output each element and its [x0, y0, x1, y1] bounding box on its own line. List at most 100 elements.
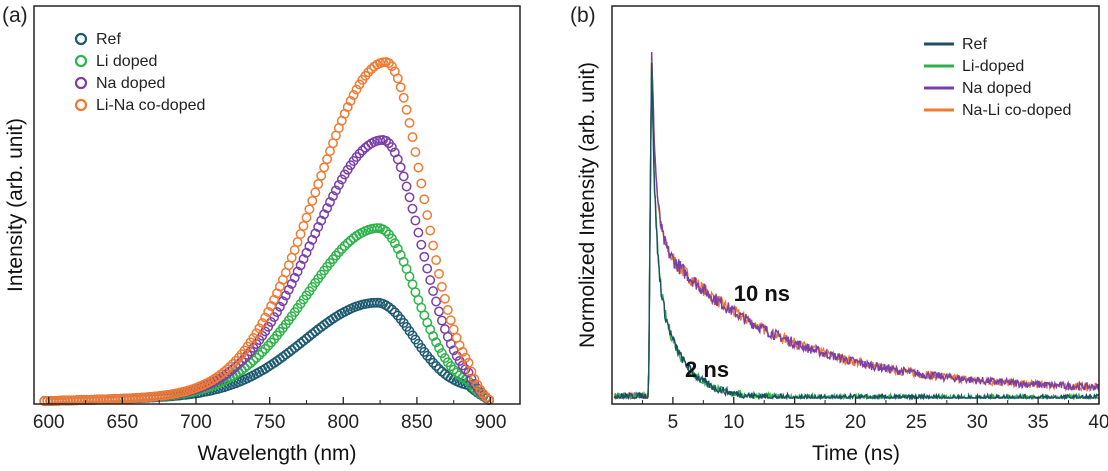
panel-a-point	[386, 304, 397, 315]
panel-a-point	[383, 302, 394, 313]
panel-a-point	[389, 307, 400, 318]
panel-a-point	[389, 238, 400, 249]
panel-a-xtick-label: 750	[254, 412, 286, 433]
panel-b-xtick-label: 25	[906, 412, 927, 433]
panel-a-point	[434, 268, 444, 279]
panel-a-point	[363, 67, 374, 78]
panel-a-point	[404, 192, 415, 203]
panel-a-ylabel: Intensity (arb. unit)	[4, 118, 27, 292]
panel-a-point	[319, 209, 330, 220]
panel-a-xtick-label: 800	[327, 412, 359, 433]
panel-a-legend-label: Li doped	[96, 53, 157, 70]
panel-b-legend-label: Ref	[962, 36, 987, 53]
panel-a-point	[434, 363, 444, 374]
panel-a-legend-marker	[74, 98, 88, 112]
panel-a-point	[292, 237, 303, 248]
panel-a-xtick-label: 600	[33, 412, 65, 433]
panel-a-point	[257, 318, 268, 329]
panel-a-point	[392, 73, 403, 84]
panel-a-xtick-label: 900	[475, 412, 507, 433]
panel-a-point	[431, 337, 442, 348]
panel-a-point	[457, 346, 468, 357]
panel-a-point	[219, 367, 229, 377]
panel-a-point	[283, 284, 294, 295]
panel-a-point	[386, 61, 397, 72]
panel-b-legend-label: Li-doped	[962, 58, 1024, 75]
panel-a-point	[401, 104, 412, 115]
panel-a-point	[266, 301, 277, 311]
panel-a-point	[316, 215, 327, 226]
panel-a-point	[216, 369, 226, 380]
panel-a-point	[333, 179, 344, 190]
panel-a-xtick-label: 850	[401, 412, 433, 433]
panel-a-point	[289, 272, 300, 283]
panel-a-point	[357, 145, 368, 156]
panel-a-point	[472, 379, 483, 390]
panel-b-ylabel: Normolized Intensity (arb. unit)	[576, 62, 599, 348]
panel-a-point	[322, 203, 333, 214]
panel-a-point	[295, 260, 306, 271]
panel-a-point	[280, 290, 291, 301]
panel-a-point	[301, 212, 312, 223]
panel-b-legend-label: Na-Li co-doped	[962, 102, 1071, 119]
panel-a-point	[263, 306, 274, 317]
panel-a-point	[298, 335, 309, 346]
panel-a-point	[292, 266, 303, 277]
panel-a-point	[254, 350, 265, 360]
panel-a-point	[407, 132, 418, 143]
panel-a-point	[336, 244, 347, 254]
panel-a-point	[289, 342, 300, 353]
panel-a-point	[422, 263, 433, 274]
panel-a-legend-label: Na doped	[96, 75, 165, 92]
panel-a-point	[383, 58, 394, 69]
panel-a-point	[425, 275, 436, 286]
panel-a-point	[286, 278, 297, 289]
panel-a-point	[316, 170, 327, 181]
panel-a-point	[395, 82, 406, 93]
panel-a-point	[428, 357, 439, 368]
panel-a-point	[292, 340, 303, 351]
panel-a-point	[325, 197, 335, 208]
panel-a-point	[307, 195, 318, 206]
panel-a-point	[413, 227, 424, 238]
panel-b-legend-label: Na doped	[962, 80, 1031, 97]
panel-a-point	[398, 92, 409, 103]
panel-a-ticks: 600 650 700 750 800 850 900	[33, 397, 507, 433]
panel-a-point	[319, 162, 330, 173]
panel-a-point	[407, 279, 418, 290]
panel-a-point	[439, 293, 450, 304]
panel-a-legend-marker	[74, 32, 88, 46]
panel-a-point	[434, 306, 444, 317]
panel-a-point	[333, 247, 344, 258]
panel-a-point	[448, 364, 459, 375]
panel-a-point	[257, 347, 268, 357]
panel-a-point	[322, 154, 333, 165]
panel-a-xtick-label: 700	[180, 412, 212, 433]
panel-a-point	[328, 191, 338, 202]
panel-a-point	[325, 146, 335, 157]
panel-a-point	[251, 352, 262, 363]
panel-a-point	[310, 187, 321, 198]
panel-a-point	[419, 194, 430, 205]
panel-b-frame	[611, 5, 1100, 405]
panel-a-point	[448, 345, 459, 356]
panel-a-point	[422, 210, 433, 221]
panel-a-point	[330, 185, 341, 196]
panel-a-point	[386, 142, 397, 153]
panel-a-point	[298, 220, 309, 231]
panel-a-point	[466, 373, 477, 384]
panel-a-point	[413, 162, 424, 173]
panel-a-point	[386, 233, 397, 244]
panel-a-point	[227, 359, 238, 369]
panel-a-legend-label: Ref	[96, 31, 121, 48]
panel-a-point	[416, 178, 427, 189]
panel-a-point	[451, 367, 462, 378]
panel-b-series-3	[613, 51, 1100, 401]
panel-b-xtick-label: 30	[967, 412, 988, 433]
panel-b-label: (b)	[570, 4, 596, 27]
panel-b-annotation: 2 ns	[685, 357, 729, 382]
panel-a-point	[407, 203, 418, 214]
panel-a-point	[431, 296, 442, 307]
panel-a-xlabel: Wavelength (nm)	[197, 442, 356, 465]
